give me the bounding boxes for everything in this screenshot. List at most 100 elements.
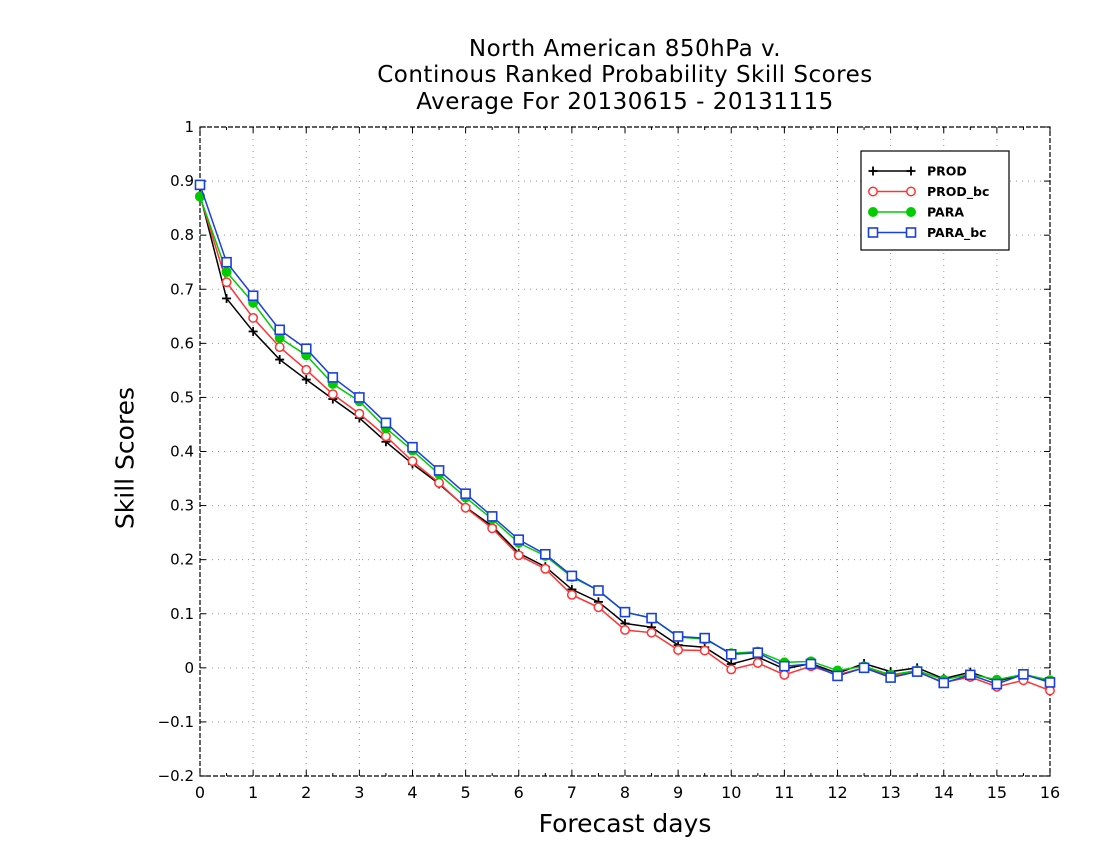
y-tick-label: 0.6 <box>170 334 194 352</box>
x-tick-label: 9 <box>673 783 683 802</box>
data-point-para-bc <box>1044 677 1056 688</box>
x-tick-label: 7 <box>567 783 577 802</box>
y-tick-label: 0 <box>184 659 194 677</box>
data-point-para-bc <box>486 511 498 522</box>
data-point-para-bc <box>699 632 710 644</box>
x-tick-label: 16 <box>1040 783 1060 802</box>
x-tick-label: 4 <box>407 783 417 802</box>
x-axis-label: Forecast days <box>538 809 712 838</box>
legend-item-para-bc: PARA_bc <box>867 225 987 241</box>
y-tick-label: 0.3 <box>170 497 194 515</box>
data-point-prod-bc <box>301 364 312 375</box>
data-point-prod-bc <box>460 502 471 513</box>
legend-label: PARA_bc <box>927 225 987 241</box>
legend-marker-end <box>906 207 916 217</box>
chart-title-line-2: Continous Ranked Probability Skill Score… <box>377 62 873 88</box>
data-point-para-bc <box>327 372 339 383</box>
y-tick-label: −0.1 <box>158 713 194 731</box>
x-tick-label: 8 <box>620 783 630 802</box>
data-point-prod-bc <box>380 431 391 442</box>
data-point-para-bc <box>619 606 631 618</box>
data-point-prod-bc <box>513 550 524 561</box>
data-point-prod-bc <box>699 645 710 656</box>
legend-marker-end <box>905 227 917 238</box>
data-point-para-bc <box>433 465 445 476</box>
y-tick-label: 0.8 <box>170 226 194 244</box>
data-point-para-bc <box>858 662 870 674</box>
data-point-para-bc <box>221 256 232 268</box>
data-point-para-bc <box>300 343 312 355</box>
data-point-para-bc <box>752 647 764 658</box>
x-tick-label: 6 <box>514 783 524 802</box>
legend-item-prod: PROD <box>868 164 967 179</box>
data-point-prod-bc <box>752 658 763 668</box>
data-point-prod-bc <box>726 664 737 675</box>
y-tick-label: 0.4 <box>170 443 194 461</box>
legend-marker-start <box>868 186 878 197</box>
y-tick-label: 0.1 <box>170 605 194 623</box>
legend-label: PROD <box>927 164 967 179</box>
x-tick-label: 5 <box>461 783 471 802</box>
data-point-para-bc <box>460 488 471 499</box>
legend-label: PROD_bc <box>927 184 989 200</box>
data-point-prod-bc <box>673 645 684 655</box>
data-point-para-bc <box>354 392 365 403</box>
chart-title-line-1: North American 850hPa v. <box>468 36 782 62</box>
data-point-para-bc <box>965 669 976 681</box>
data-point-prod-bc <box>221 277 232 288</box>
data-point-para-bc <box>247 290 259 302</box>
legend-marker-start <box>867 227 879 238</box>
data-point-para-bc <box>513 534 525 545</box>
legend: PROD PROD_bc PARA PARA_bc <box>860 150 1010 251</box>
data-point-para-bc <box>938 677 950 689</box>
y-tick-label: 0.5 <box>170 388 194 406</box>
x-tick-label: 0 <box>195 783 205 802</box>
series-para-bc <box>194 179 1056 690</box>
x-tick-label: 2 <box>301 783 311 802</box>
x-tick-label: 14 <box>934 783 954 802</box>
data-point-para-bc <box>779 660 790 672</box>
axis-ticks: 0 1 2 3 4 5 6 7 8 9 10 11 12 13 14 15 16−0.2−0.100.10.20… <box>158 118 1061 802</box>
legend-box <box>860 150 1010 251</box>
data-point-prod-bc <box>354 408 365 419</box>
x-tick-label: 1 <box>248 783 258 802</box>
data-point-para-bc <box>911 666 923 677</box>
data-point-para-bc <box>380 417 392 429</box>
data-point-prod-bc <box>620 625 630 635</box>
data-point-para-bc <box>991 678 1003 690</box>
legend-marker-end <box>906 186 916 197</box>
data-point-prod <box>301 375 311 385</box>
data-point-para-bc <box>725 649 737 660</box>
x-tick-label: 3 <box>354 783 364 802</box>
data-point-prod <box>248 326 258 336</box>
data-point-prod-bc <box>566 589 577 600</box>
legend-label: PARA <box>927 205 964 220</box>
legend-marker-start <box>868 166 878 176</box>
legend-item-para: PARA <box>868 205 964 220</box>
data-point-para-bc <box>672 631 684 642</box>
chart-title-line-3: Average For 20130615 - 20131115 <box>416 89 834 115</box>
legend-marker-start <box>868 207 878 217</box>
data-point-para-bc <box>805 658 817 670</box>
data-point-prod-bc <box>407 456 418 467</box>
y-tick-label: 0.7 <box>170 280 194 298</box>
y-tick-label: 0.2 <box>170 551 194 569</box>
x-tick-label: 12 <box>827 783 847 802</box>
data-point-para-bc <box>1018 669 1029 680</box>
data-point-para-bc <box>194 179 206 191</box>
data-point-prod-bc <box>487 523 498 534</box>
x-tick-label: 15 <box>987 783 1007 802</box>
data-point-para-bc <box>593 585 604 596</box>
legend-marker-end <box>906 166 916 176</box>
data-point-prod-bc <box>327 389 338 400</box>
data-point-prod-bc <box>274 342 285 353</box>
y-tick-label: 0.9 <box>170 172 194 190</box>
data-point-para-bc <box>274 324 285 336</box>
data-point-prod-bc <box>646 627 657 638</box>
data-point-para-bc <box>832 670 843 682</box>
y-tick-label: −0.2 <box>158 767 194 785</box>
data-point-prod-bc <box>248 312 259 323</box>
data-point-para-bc <box>540 548 551 560</box>
data-point-prod-bc <box>779 669 790 680</box>
